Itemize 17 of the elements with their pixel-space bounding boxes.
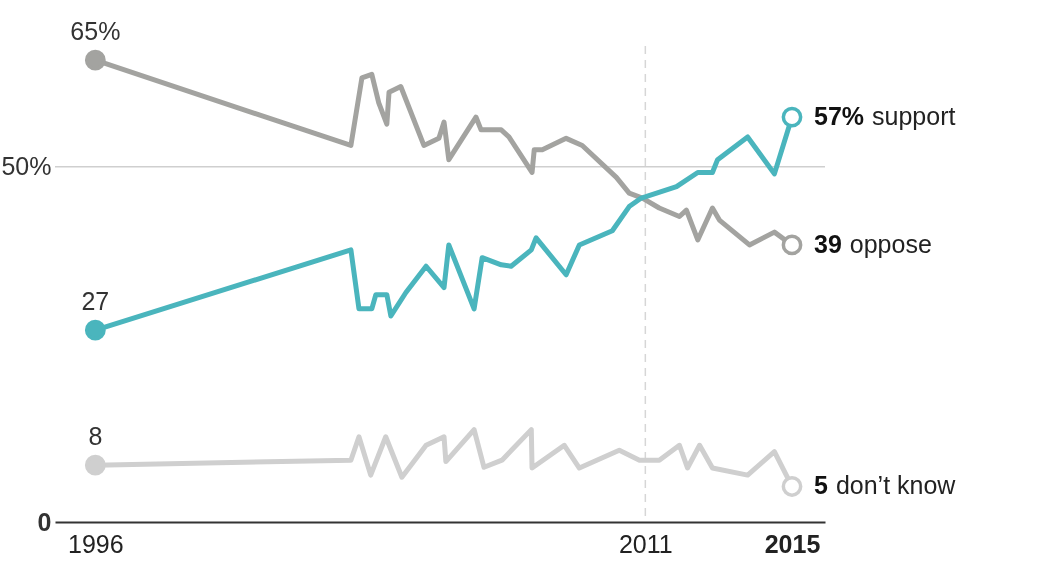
data-label: 5 (814, 471, 828, 500)
data-label: 27 (81, 287, 110, 316)
point (84, 319, 106, 341)
series-label: don’t know (835, 471, 957, 500)
data-label: 65% (70, 17, 121, 46)
x-tick-label: 2011 (618, 529, 673, 558)
x-tick-label: 2015 (764, 529, 821, 558)
data-label: 57% (814, 102, 865, 131)
data-label: 39 (814, 229, 842, 258)
y-tick-label: 50% (1, 152, 52, 181)
text: support (872, 102, 956, 131)
data-label: 8 (88, 422, 103, 451)
point (84, 49, 106, 71)
x-tick-label: 1996 (68, 529, 124, 558)
point (84, 454, 106, 476)
series-label: oppose (849, 229, 932, 258)
y-tick-label: 0 (37, 507, 52, 536)
